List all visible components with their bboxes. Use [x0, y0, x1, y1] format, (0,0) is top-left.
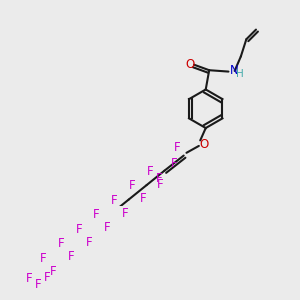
Text: F: F	[129, 179, 136, 193]
Text: O: O	[200, 138, 209, 151]
Text: F: F	[44, 271, 51, 284]
Text: F: F	[147, 165, 154, 178]
Text: F: F	[140, 192, 146, 205]
Text: F: F	[111, 194, 118, 207]
Text: F: F	[156, 172, 162, 185]
Text: F: F	[158, 178, 164, 191]
Text: F: F	[104, 221, 110, 234]
Text: H: H	[236, 69, 244, 79]
Text: F: F	[58, 237, 64, 250]
Text: F: F	[86, 236, 92, 249]
Text: F: F	[26, 272, 33, 285]
Text: F: F	[75, 223, 82, 236]
Text: F: F	[171, 157, 177, 170]
Text: F: F	[93, 208, 100, 221]
Text: F: F	[50, 265, 57, 278]
Text: F: F	[122, 207, 128, 220]
Text: F: F	[68, 250, 74, 263]
Text: F: F	[34, 278, 41, 291]
Text: N: N	[230, 64, 239, 77]
Text: F: F	[40, 252, 46, 265]
Text: F: F	[173, 141, 180, 154]
Text: O: O	[185, 58, 194, 71]
